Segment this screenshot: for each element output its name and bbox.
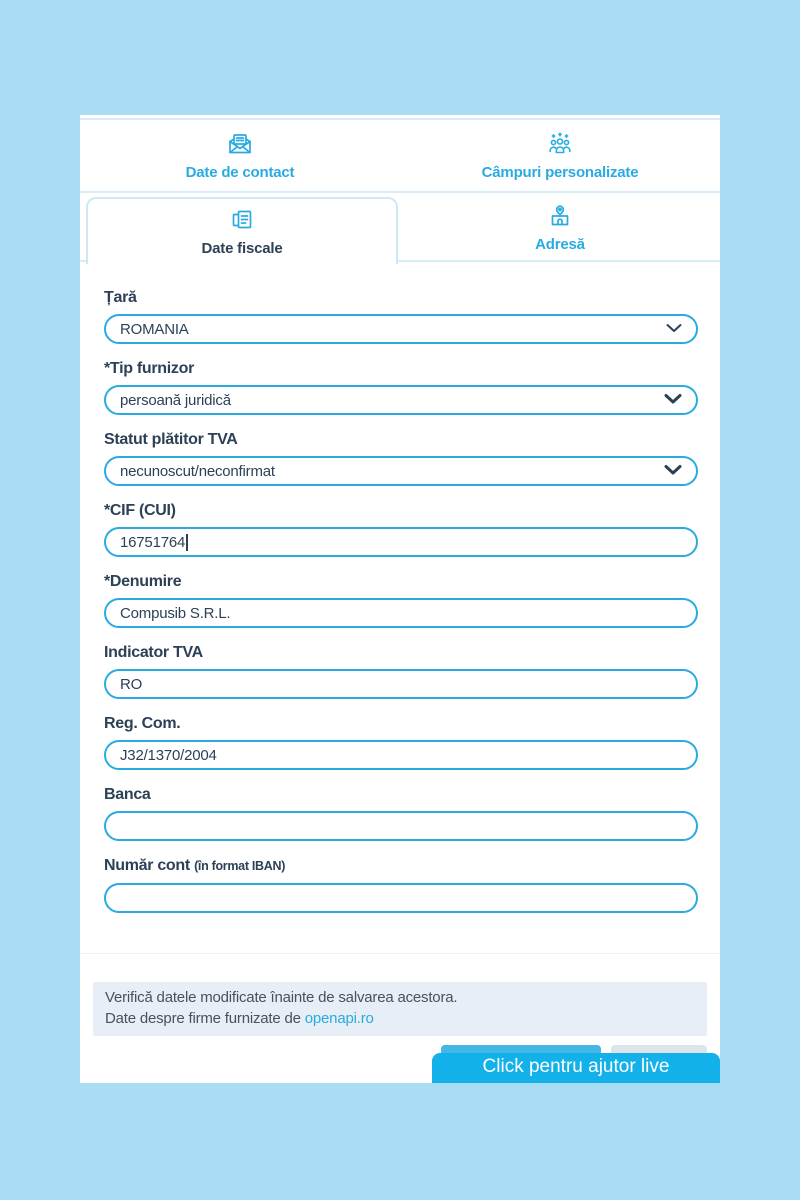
field-tara: Țară ROMANIA (104, 288, 698, 344)
field-label: Țară (104, 289, 137, 306)
supplier-form: Țară ROMANIA *Tip furnizor persoană juri… (80, 262, 720, 928)
field-statut-tva: Statut plătitor TVA necunoscut/neconfirm… (104, 430, 698, 486)
denumire-input[interactable]: Compusib S.R.L. (104, 598, 698, 628)
statut-tva-select[interactable]: necunoscut/neconfirmat (104, 456, 698, 486)
field-numar-cont: Număr cont (în format IBAN) (104, 856, 698, 913)
field-label-note: (în format IBAN) (194, 859, 286, 873)
tab-date-de-contact[interactable]: Date de contact (80, 120, 400, 191)
field-cif: *CIF (CUI) 16751764 (104, 501, 698, 557)
select-value: persoană juridică (120, 391, 231, 409)
tab-label: Date fiscale (201, 239, 283, 257)
field-reg-com: Reg. Com. J32/1370/2004 (104, 714, 698, 770)
cif-input[interactable]: 16751764 (104, 527, 698, 557)
field-banca: Banca (104, 785, 698, 841)
chevron-down-icon (664, 463, 682, 480)
field-label: *CIF (CUI) (104, 502, 176, 519)
field-label: Statut plătitor TVA (104, 431, 238, 448)
field-label: Reg. Com. (104, 715, 181, 732)
field-label: Număr cont (în format IBAN) (104, 857, 286, 874)
input-value: Compusib S.R.L. (120, 604, 231, 622)
banca-input[interactable] (104, 811, 698, 841)
chevron-down-icon (664, 392, 682, 409)
select-value: ROMANIA (120, 320, 189, 338)
reg-com-input[interactable]: J32/1370/2004 (104, 740, 698, 770)
tip-furnizor-select[interactable]: persoană juridică (104, 385, 698, 415)
live-help-label: Click pentru ajutor live (482, 1056, 670, 1077)
supplier-modal: Date de contact Câmpuri personalizate (80, 115, 720, 1083)
building-pin-icon (547, 203, 573, 233)
field-denumire: *Denumire Compusib S.R.L. (104, 572, 698, 628)
field-indicator-tva: Indicator TVA RO (104, 643, 698, 699)
text-caret (186, 533, 188, 551)
tab-label: Câmpuri personalizate (481, 163, 639, 181)
indicator-tva-input[interactable]: RO (104, 669, 698, 699)
notice-box: Verifică datele modificate înainte de sa… (93, 982, 707, 1036)
documents-icon (229, 207, 255, 237)
openapi-link[interactable]: openapi.ro (304, 1010, 374, 1027)
field-label: *Tip furnizor (104, 360, 195, 377)
tab-row-top: Date de contact Câmpuri personalizate (80, 120, 720, 193)
tab-row-divider (80, 260, 720, 262)
input-value: RO (120, 675, 143, 693)
input-value: 16751764 (120, 533, 186, 551)
field-label: Banca (104, 786, 151, 803)
mail-icon (227, 131, 253, 161)
numar-cont-input[interactable] (104, 883, 698, 913)
tab-date-fiscale-active[interactable]: Date fiscale (86, 197, 398, 264)
notice-line-1: Verifică datele modificate înainte de sa… (105, 989, 458, 1006)
notice-line-2: Date despre firme furnizate de openapi.r… (105, 1010, 374, 1027)
card-top-divider (80, 118, 720, 120)
field-label: Indicator TVA (104, 644, 203, 661)
tab-campuri-personalizate[interactable]: Câmpuri personalizate (400, 120, 720, 191)
chevron-down-icon (666, 321, 682, 338)
field-tip-furnizor: *Tip furnizor persoană juridică (104, 359, 698, 415)
live-help-banner[interactable]: Click pentru ajutor live (432, 1053, 720, 1083)
tara-select[interactable]: ROMANIA (104, 314, 698, 344)
field-label: *Denumire (104, 573, 182, 590)
input-value: J32/1370/2004 (120, 746, 217, 764)
tab-label: Date de contact (185, 163, 295, 181)
tab-label: Adresă (535, 235, 585, 253)
people-icon (547, 131, 573, 161)
tab-row-second: Date fiscale Adresă (80, 193, 720, 264)
select-value: necunoscut/neconfirmat (120, 462, 275, 480)
tab-adresa[interactable]: Adresă (410, 193, 710, 262)
